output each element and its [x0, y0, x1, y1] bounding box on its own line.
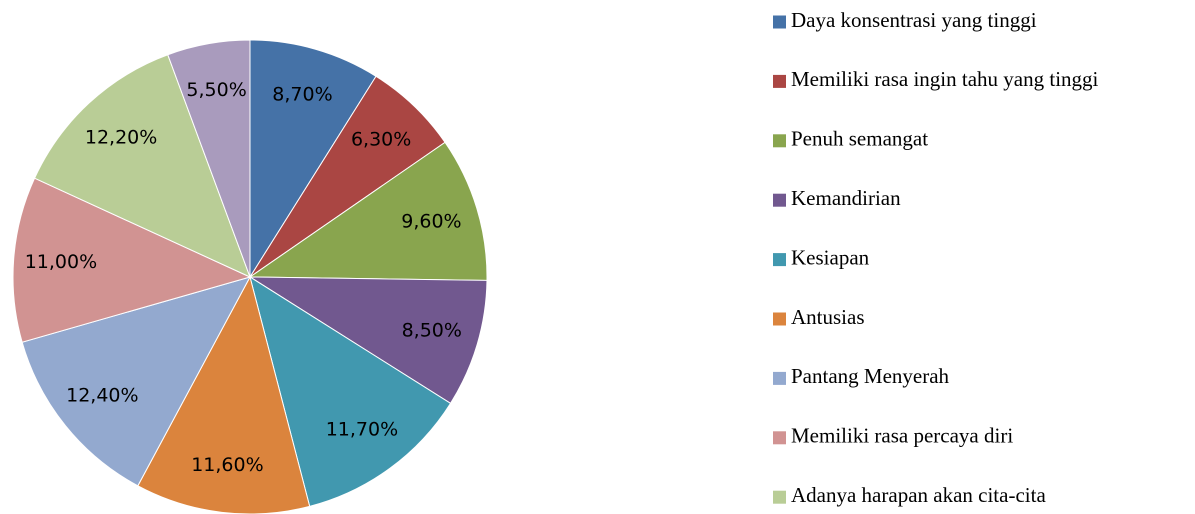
pie-slice — [33, 54, 251, 278]
data-label: 11,70% — [326, 419, 398, 441]
pie-slice — [167, 39, 251, 278]
legend-label: Kesiapan — [791, 245, 870, 269]
data-label: 11,60% — [191, 454, 263, 476]
data-label: 11,00% — [25, 251, 97, 273]
legend-swatch — [773, 134, 786, 148]
legend-label: Memiliki rasa ingin tahu yang tinggi — [791, 67, 1099, 91]
legend-label: Adanya harapan akan cita-cita — [791, 483, 1046, 507]
data-label: 12,20% — [85, 126, 157, 148]
legend-label: Antusias — [791, 305, 865, 329]
pie-slice — [137, 275, 311, 514]
pie-slice — [249, 275, 452, 507]
pie-slice — [12, 177, 252, 343]
data-label: 8,50% — [402, 319, 462, 341]
pie-slice — [249, 39, 377, 279]
legend-swatch — [773, 193, 786, 207]
data-label: 8,70% — [272, 83, 332, 105]
legend-swatch — [773, 490, 786, 504]
legend-swatch — [773, 74, 786, 88]
data-label: 12,40% — [66, 384, 138, 406]
data-label: 9,60% — [401, 210, 461, 232]
data-label: 5,50% — [186, 79, 246, 101]
legend-label: Kemandirian — [791, 186, 901, 210]
legend-swatch — [773, 371, 786, 385]
legend-label: Pantang Menyerah — [791, 364, 950, 388]
data-label: 6,30% — [351, 129, 411, 151]
pie-slice — [248, 141, 488, 281]
legend-swatch — [773, 15, 786, 29]
pie-slice — [248, 276, 488, 405]
legend-swatch — [773, 253, 786, 267]
legend-label: Daya konsentrasi yang tinggi — [791, 8, 1037, 32]
pie-slice — [21, 276, 252, 487]
legend-swatch — [773, 431, 786, 445]
legend-label: Penuh semangat — [791, 127, 928, 151]
legend-swatch — [773, 312, 786, 326]
legend-label: Memiliki rasa percaya diri — [791, 424, 1013, 448]
